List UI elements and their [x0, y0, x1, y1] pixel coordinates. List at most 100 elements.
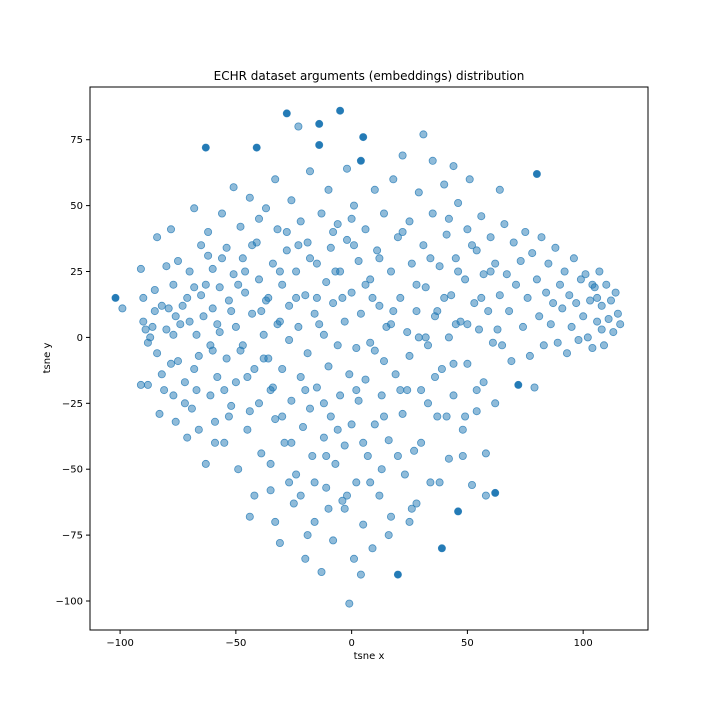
- data-point: [379, 412, 388, 421]
- data-point: [421, 283, 430, 292]
- data-point: [389, 175, 398, 184]
- data-point: [396, 386, 405, 395]
- data-point: [301, 554, 310, 563]
- data-point: [553, 338, 562, 347]
- data-point: [472, 386, 481, 395]
- data-point: [509, 238, 518, 247]
- data-point: [433, 412, 442, 421]
- data-point: [430, 372, 439, 381]
- data-point: [345, 370, 354, 379]
- chart-title: ECHR dataset arguments (embeddings) dist…: [214, 69, 525, 83]
- data-point: [572, 299, 581, 308]
- data-point: [305, 167, 314, 176]
- data-point: [292, 470, 301, 479]
- data-point: [576, 275, 585, 284]
- data-point: [180, 378, 189, 387]
- data-point: [600, 341, 609, 350]
- data-point: [560, 267, 569, 276]
- x-tick-label: 0: [348, 638, 354, 649]
- data-point: [241, 288, 250, 297]
- data-point: [461, 412, 470, 421]
- data-point: [440, 293, 449, 302]
- data-point: [356, 309, 365, 318]
- data-point: [481, 449, 490, 458]
- data-point: [224, 412, 233, 421]
- data-point: [298, 422, 307, 431]
- data-point: [192, 330, 201, 339]
- data-point: [549, 299, 558, 308]
- data-point: [403, 386, 412, 395]
- data-point: [289, 499, 298, 508]
- data-point: [143, 380, 152, 389]
- data-point: [294, 241, 303, 250]
- data-point: [357, 157, 365, 165]
- x-axis: −100 −50 0 50 100: [106, 630, 593, 649]
- data-point: [556, 280, 565, 289]
- data-point: [220, 438, 229, 447]
- data-point: [516, 256, 525, 265]
- data-point: [301, 386, 310, 395]
- data-point: [491, 259, 500, 268]
- data-point: [470, 299, 479, 308]
- data-point: [153, 233, 162, 242]
- data-point: [234, 465, 243, 474]
- data-point: [359, 520, 368, 529]
- data-point: [342, 164, 351, 173]
- data-point: [426, 478, 435, 487]
- data-point: [201, 459, 210, 468]
- x-tick-label: −50: [225, 638, 246, 649]
- data-point: [315, 120, 323, 128]
- data-point: [438, 544, 446, 552]
- data-point: [398, 151, 407, 160]
- data-point: [368, 544, 377, 553]
- data-point: [465, 175, 474, 184]
- data-point: [264, 293, 273, 302]
- data-point: [245, 512, 254, 521]
- data-point: [347, 288, 356, 297]
- data-point: [521, 227, 530, 236]
- data-point: [433, 307, 442, 316]
- data-point: [495, 185, 504, 194]
- data-point: [604, 314, 613, 323]
- data-point: [414, 188, 423, 197]
- data-point: [157, 370, 166, 379]
- data-point: [500, 220, 509, 229]
- data-point: [213, 372, 222, 381]
- data-point: [283, 109, 291, 117]
- y-tick-label: −50: [62, 465, 83, 476]
- data-point: [454, 198, 463, 207]
- data-point: [342, 491, 351, 500]
- data-point: [259, 354, 268, 363]
- data-point: [160, 386, 169, 395]
- data-point: [229, 270, 238, 279]
- data-point: [533, 170, 541, 178]
- data-point: [333, 341, 342, 350]
- data-point: [479, 378, 488, 387]
- data-point: [593, 293, 602, 302]
- data-point: [287, 438, 296, 447]
- data-point: [217, 254, 226, 263]
- data-point: [253, 144, 261, 152]
- data-point: [280, 438, 289, 447]
- data-point: [162, 325, 171, 334]
- data-point: [303, 531, 312, 540]
- data-point: [213, 320, 222, 329]
- data-point: [444, 333, 453, 342]
- y-tick-label: −75: [62, 531, 83, 542]
- data-point: [574, 335, 583, 344]
- data-point: [204, 227, 213, 236]
- data-point: [118, 304, 127, 313]
- data-point: [139, 317, 148, 326]
- data-point: [442, 230, 451, 239]
- data-point: [227, 401, 236, 410]
- data-point: [245, 193, 254, 202]
- data-point: [442, 412, 451, 421]
- data-point: [440, 180, 449, 189]
- data-point: [296, 372, 305, 381]
- data-point: [169, 280, 178, 289]
- data-point: [340, 504, 349, 513]
- data-point: [222, 354, 231, 363]
- data-point: [613, 309, 622, 318]
- data-point: [278, 364, 287, 373]
- data-point: [479, 270, 488, 279]
